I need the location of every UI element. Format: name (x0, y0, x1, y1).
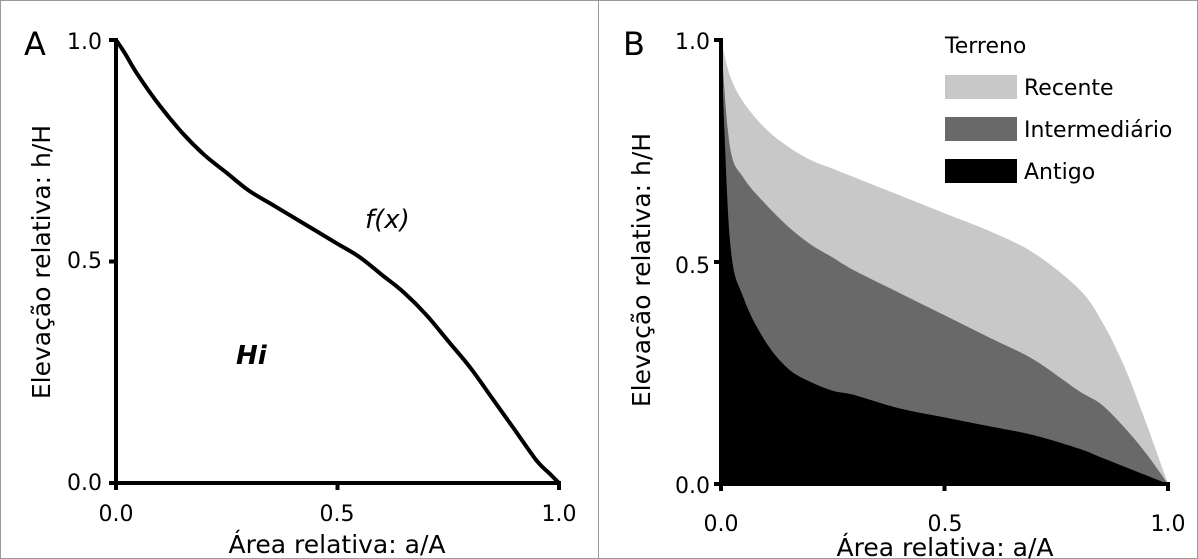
legend-label-recente: Recente (1024, 76, 1114, 101)
hypsometric-curve (114, 38, 561, 485)
area-intermediario (721, 40, 1168, 484)
panel-a-xtick-0-0: 0.0 (99, 502, 134, 527)
legend-label-antigo: Antigo (1024, 160, 1095, 185)
panel-b-ylabel: Elevação relativa: h/H (627, 133, 656, 407)
panel-a: A 1.0 0.5 0.0 0.0 0.5 1.0 Área relativa:… (24, 25, 577, 559)
legend-swatch-recente (945, 75, 1017, 99)
panel-b-ytick-0-5: 0.5 (675, 254, 710, 279)
panel-b-plot (721, 40, 1168, 484)
panel-a-axes (109, 38, 561, 490)
panel-b-xtick-1-0: 1.0 (1151, 512, 1186, 537)
panel-b-xtick-0-5: 0.5 (928, 512, 963, 537)
panel-b-xtick-0-0: 0.0 (704, 512, 739, 537)
panel-a-letter: A (24, 25, 46, 63)
legend-title: Terreno (944, 34, 1026, 59)
panel-a-ytick-0-0: 0.0 (67, 471, 102, 496)
panel-a-xtick-0-5: 0.5 (320, 502, 355, 527)
panel-b-ytick-0-0: 0.0 (675, 474, 710, 499)
panel-b-xlabel: Área relativa: a/A (837, 533, 1054, 559)
panel-b-letter: B (623, 25, 645, 63)
panel-b-axes (714, 38, 1170, 491)
panel-b-legend: Terreno Recente Intermediário Antigo (944, 34, 1172, 185)
panel-a-ytick-0-5: 0.5 (67, 249, 102, 274)
legend-label-intermediario: Intermediário (1024, 118, 1172, 143)
panel-a-xtick-1-0: 1.0 (542, 502, 577, 527)
panel-a-ytick-1-0: 1.0 (67, 30, 102, 55)
panel-a-xlabel: Área relativa: a/A (229, 530, 446, 559)
panel-a-plot (114, 38, 561, 485)
area-antigo (721, 40, 1168, 484)
panel-a-ylabel: Elevação relativa: h/H (27, 125, 56, 399)
panel-a-curve-label: f(x) (365, 205, 410, 235)
legend-swatch-antigo (945, 159, 1017, 183)
panel-b-ytick-1-0: 1.0 (675, 30, 710, 55)
panel-a-area-label: Hi (236, 341, 268, 371)
panel-b: B 1.0 0.5 0.0 0.0 0.5 1.0 Área relativa:… (623, 25, 1186, 559)
legend-swatch-intermediario (945, 117, 1017, 141)
